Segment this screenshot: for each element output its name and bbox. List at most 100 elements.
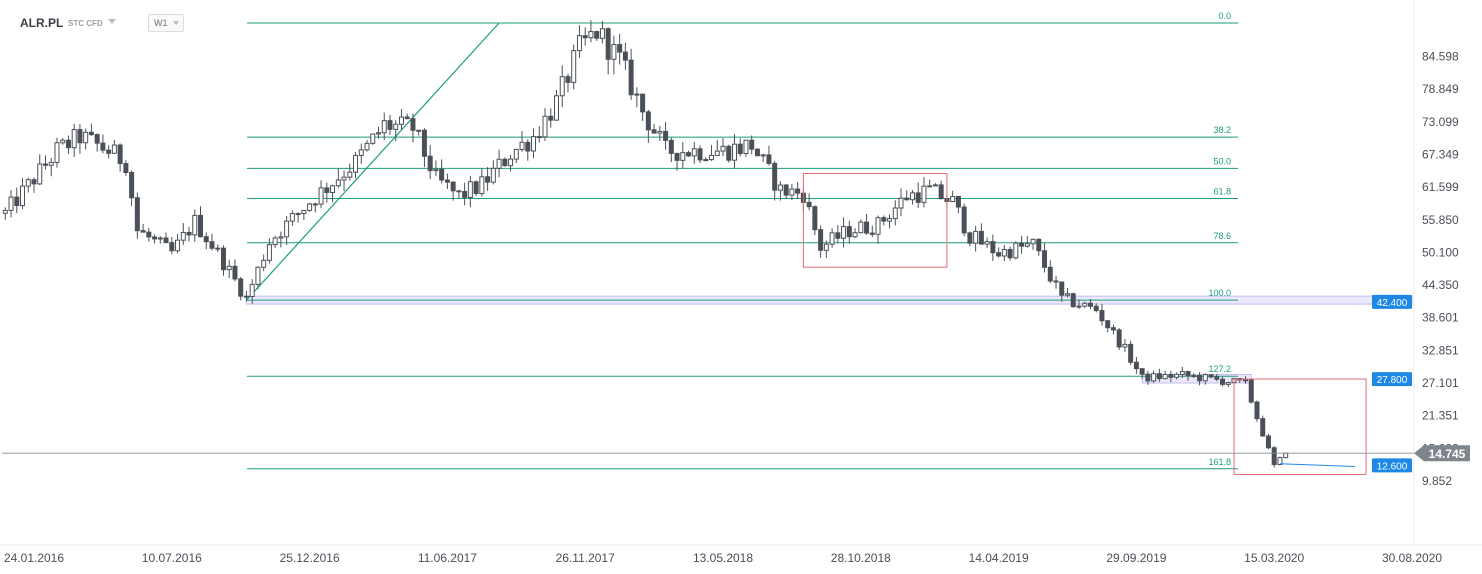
candle-body xyxy=(525,141,531,152)
candle-body xyxy=(77,129,83,144)
candle-body xyxy=(1185,371,1191,377)
candle-body xyxy=(1087,302,1093,307)
candle-body xyxy=(8,196,14,211)
candle-body xyxy=(909,192,915,201)
symbol-label: ALR.PL xyxy=(20,16,64,30)
candle-body xyxy=(967,232,973,244)
candle-body xyxy=(416,129,422,132)
candle-body xyxy=(812,206,818,231)
candle-body xyxy=(823,243,829,251)
y-tick-label: 44.350 xyxy=(1422,278,1459,292)
x-tick-label: 14.04.2019 xyxy=(969,551,1029,565)
timeframe-select[interactable]: W1 xyxy=(148,14,184,32)
candle-body xyxy=(1139,368,1145,375)
candle-body xyxy=(1174,373,1180,378)
candle-body xyxy=(714,150,720,156)
candle-body xyxy=(31,179,37,185)
candle-body xyxy=(1013,242,1019,259)
chevron-down-icon[interactable] xyxy=(108,19,116,24)
candle-body xyxy=(720,145,726,152)
candle-body xyxy=(134,197,140,232)
candle-body xyxy=(594,31,600,39)
candle-body xyxy=(232,265,238,280)
candle-body xyxy=(163,237,169,244)
trendline xyxy=(245,22,500,301)
candle-body xyxy=(1030,238,1036,245)
x-tick-label: 15.03.2020 xyxy=(1244,551,1304,565)
candle-body xyxy=(312,203,318,206)
x-tick-label: 24.01.2016 xyxy=(4,551,64,565)
candle-body xyxy=(456,190,462,193)
candle-body xyxy=(1070,293,1076,308)
fib-label-100-0: 100.0 xyxy=(1208,288,1231,298)
y-tick-label: 27.101 xyxy=(1422,376,1459,390)
candle-body xyxy=(48,161,54,166)
candle-body xyxy=(318,187,324,205)
candle-body xyxy=(100,142,106,151)
candle-body xyxy=(645,111,651,131)
candle-body xyxy=(307,203,313,211)
y-tick-label: 55.850 xyxy=(1422,213,1459,227)
candle-body xyxy=(37,163,43,185)
candle-body xyxy=(370,133,376,144)
candle-body xyxy=(984,241,990,245)
candle-body xyxy=(599,28,605,39)
candle-body xyxy=(123,163,129,174)
x-tick-label: 13.05.2018 xyxy=(693,551,753,565)
candle-body xyxy=(1265,435,1271,449)
candle-body xyxy=(691,148,697,157)
candle-body xyxy=(295,213,301,216)
candle-body xyxy=(203,236,209,243)
candle-body xyxy=(60,139,66,144)
candle-body xyxy=(990,241,996,254)
price-tag xyxy=(1372,372,1412,387)
candle-body xyxy=(996,252,1002,257)
candle-body xyxy=(754,148,760,157)
candle-body xyxy=(668,139,674,154)
candle-body xyxy=(462,191,468,198)
candle-body xyxy=(617,44,623,53)
candle-body xyxy=(20,185,26,207)
candle-body xyxy=(513,148,519,160)
y-tick-label: 38.601 xyxy=(1422,311,1459,325)
candle-body xyxy=(129,172,135,199)
x-tick-label: 10.07.2016 xyxy=(142,551,202,565)
candle-body xyxy=(1197,374,1203,382)
candle-body xyxy=(1110,327,1116,331)
chart-header: ALR.PL STC CFD W1 xyxy=(0,0,260,40)
candle-body xyxy=(651,129,657,134)
candle-body xyxy=(938,184,944,200)
y-tick-label: 50.100 xyxy=(1422,245,1459,259)
candle-body xyxy=(1076,305,1082,308)
candle-body xyxy=(709,154,715,161)
candle-body xyxy=(628,59,634,96)
y-tick-label: 9.852 xyxy=(1422,474,1452,488)
candle-body xyxy=(887,218,893,222)
y-tick-label: 21.351 xyxy=(1422,409,1459,423)
candle-body xyxy=(806,201,812,208)
candle-body xyxy=(576,35,582,52)
candle-body xyxy=(249,283,255,297)
candle-body xyxy=(640,93,646,113)
current-price-label: 14.745 xyxy=(1429,447,1466,461)
candle-body xyxy=(301,209,307,215)
price-tag-label: 12.600 xyxy=(1377,461,1408,472)
candle-body xyxy=(427,155,433,172)
y-tick-label: 78.849 xyxy=(1422,82,1459,96)
candle-body xyxy=(588,31,594,39)
candle-body xyxy=(783,184,789,196)
candle-body xyxy=(404,116,410,120)
candle-body xyxy=(519,141,525,150)
candle-body xyxy=(272,237,278,246)
candle-body xyxy=(1248,379,1254,403)
candle-body xyxy=(261,259,267,268)
candle-body xyxy=(680,152,686,161)
candle-body xyxy=(485,176,491,183)
candle-body xyxy=(852,232,858,238)
candle-body xyxy=(1208,374,1214,378)
candle-body xyxy=(335,179,341,187)
highlight-box-1 xyxy=(802,172,948,268)
candle-body xyxy=(950,195,956,202)
y-tick-label: 61.599 xyxy=(1422,180,1459,194)
